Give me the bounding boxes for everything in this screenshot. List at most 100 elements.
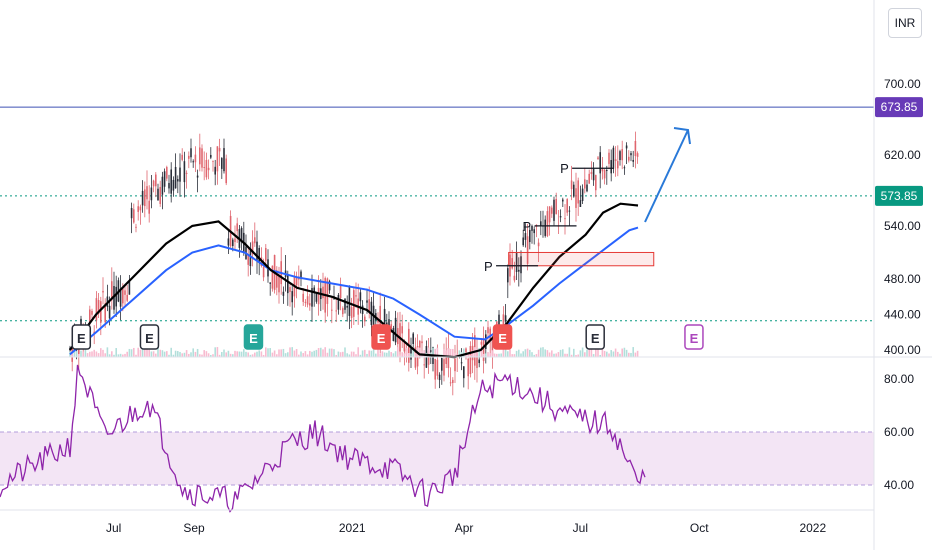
earnings-marker-label: E bbox=[77, 331, 86, 346]
volume-bar bbox=[188, 353, 190, 357]
earnings-marker-box[interactable] bbox=[139, 324, 160, 350]
candle-body bbox=[306, 296, 309, 305]
candle-body bbox=[601, 167, 604, 172]
candle-body bbox=[359, 292, 362, 302]
volume-bar bbox=[559, 349, 562, 357]
volume-bar bbox=[535, 354, 538, 357]
candle-body bbox=[546, 211, 549, 237]
candle-body bbox=[201, 148, 203, 168]
earnings-marker[interactable]: E bbox=[492, 324, 513, 350]
currency-button[interactable]: INR bbox=[888, 8, 922, 38]
volume-bar bbox=[295, 348, 298, 357]
earnings-marker[interactable]: E bbox=[71, 324, 92, 350]
candle-body bbox=[196, 175, 199, 178]
volume-bar bbox=[487, 352, 489, 357]
earnings-marker-box[interactable] bbox=[71, 324, 92, 350]
volume-bar bbox=[383, 352, 386, 357]
earnings-marker[interactable]: E bbox=[585, 324, 605, 350]
candle-body bbox=[529, 229, 531, 243]
price-tick-label: 480.00 bbox=[884, 272, 921, 286]
candle-body bbox=[625, 145, 628, 149]
earnings-marker-box[interactable] bbox=[371, 324, 391, 350]
candle-body bbox=[89, 309, 91, 325]
volume-bar bbox=[458, 350, 461, 357]
candle-body bbox=[102, 290, 104, 293]
candle-body bbox=[463, 366, 465, 379]
earnings-marker[interactable]: E bbox=[243, 324, 264, 350]
candle-body bbox=[443, 359, 445, 376]
volume-bar bbox=[511, 354, 513, 357]
volume-bar bbox=[232, 354, 234, 357]
volume-bar bbox=[240, 351, 243, 357]
volume-bar bbox=[485, 353, 487, 357]
price-tick-label: 620.00 bbox=[884, 148, 921, 162]
volume-bar bbox=[146, 348, 148, 357]
volume-bar bbox=[221, 352, 223, 357]
candle-body bbox=[227, 238, 230, 246]
candle-body bbox=[271, 265, 274, 289]
candle-body bbox=[183, 161, 186, 183]
candle-body bbox=[520, 256, 522, 274]
volume-bar bbox=[504, 347, 507, 357]
volume-bar bbox=[632, 347, 634, 357]
volume-bar bbox=[262, 354, 265, 357]
candle-body bbox=[537, 242, 540, 247]
volume-bar bbox=[289, 347, 291, 357]
candle-body bbox=[232, 239, 234, 247]
volume-bar bbox=[423, 350, 425, 357]
volume-bar bbox=[313, 350, 315, 357]
volume-bar bbox=[179, 351, 181, 357]
volume-bar bbox=[625, 349, 628, 357]
candle-body bbox=[570, 180, 573, 190]
volume-bar bbox=[636, 350, 639, 357]
earnings-marker-box[interactable] bbox=[585, 324, 605, 350]
candle-body bbox=[254, 237, 256, 244]
earnings-marker-box[interactable] bbox=[492, 324, 513, 350]
candle-body bbox=[610, 160, 612, 174]
candle-body bbox=[185, 172, 188, 174]
earnings-marker-box[interactable] bbox=[684, 324, 704, 350]
candle-body bbox=[210, 154, 212, 158]
volume-bar bbox=[368, 350, 370, 357]
earnings-marker[interactable]: E bbox=[371, 324, 391, 350]
volume-bar bbox=[216, 347, 219, 357]
volume-bar bbox=[150, 351, 153, 357]
earnings-marker[interactable]: E bbox=[139, 324, 160, 350]
volume-bar bbox=[271, 352, 274, 357]
earnings-marker-box[interactable] bbox=[243, 324, 264, 350]
candle-body bbox=[111, 281, 113, 301]
volume-bar bbox=[159, 349, 161, 357]
candle-body bbox=[262, 267, 265, 278]
candle-body bbox=[377, 319, 379, 323]
candle-body bbox=[100, 301, 102, 323]
volume-bar bbox=[551, 350, 553, 357]
candle-body bbox=[401, 326, 403, 334]
candle-body bbox=[93, 331, 95, 334]
candle-body bbox=[216, 146, 219, 172]
volume-bar bbox=[300, 351, 302, 357]
candle-body bbox=[595, 175, 597, 191]
candle-body bbox=[482, 338, 485, 361]
volume-bar bbox=[493, 353, 496, 357]
earnings-marker[interactable]: E bbox=[684, 324, 704, 350]
volume-bar bbox=[135, 354, 137, 357]
candle-body bbox=[412, 333, 414, 345]
volume-bar bbox=[465, 353, 467, 357]
candle-body bbox=[597, 157, 599, 160]
volume-bar bbox=[337, 351, 340, 357]
candle-body bbox=[315, 293, 318, 302]
volume-bar bbox=[603, 350, 606, 357]
candle-body bbox=[617, 161, 619, 169]
candle-body bbox=[130, 208, 133, 219]
candle-body bbox=[487, 327, 489, 334]
volume-bar bbox=[174, 350, 177, 357]
candle-body bbox=[276, 270, 278, 288]
candle-body bbox=[619, 151, 621, 161]
candle-body bbox=[148, 200, 150, 214]
candle-body bbox=[364, 316, 366, 322]
volume-bar bbox=[581, 347, 584, 357]
volume-bar bbox=[133, 347, 135, 357]
volume-bar bbox=[80, 350, 82, 357]
volume-bar bbox=[529, 349, 531, 357]
